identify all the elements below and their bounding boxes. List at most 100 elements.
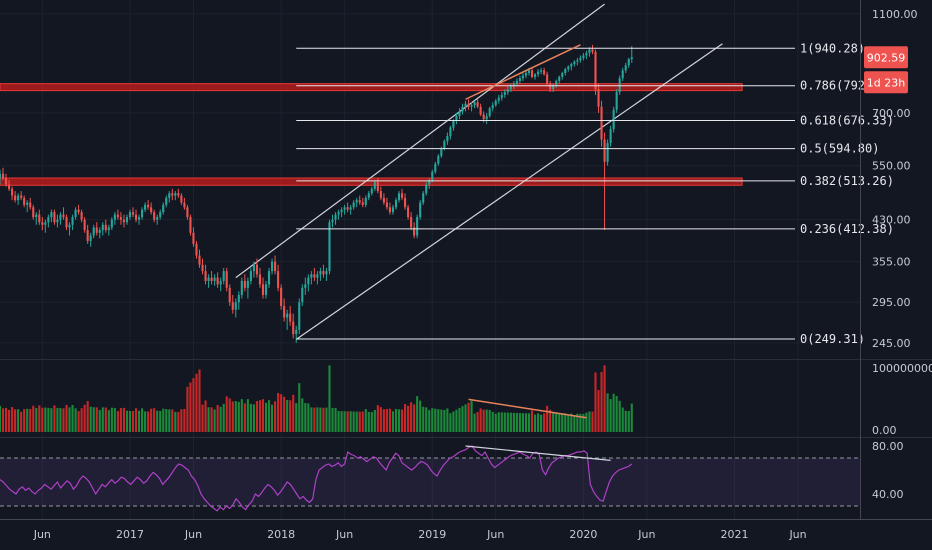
candle-body (585, 53, 588, 56)
volume-bar (325, 407, 328, 432)
channel-lower-line[interactable] (295, 43, 723, 340)
time-axis[interactable]: Jun 2017 Jun 2018 Jun 2019 Jun 2020 Jun 2021 Jun (33, 528, 807, 541)
candle-body (530, 70, 534, 77)
candle-body (349, 207, 352, 210)
candle-body (14, 195, 17, 201)
candle-body (86, 230, 89, 242)
volume-bar (56, 407, 59, 432)
candle-body (419, 202, 422, 218)
volume-bar (582, 413, 585, 432)
candle-body (38, 214, 41, 223)
candle-body (249, 271, 252, 281)
candle-body (370, 188, 373, 194)
volume-bar (20, 411, 23, 432)
candle-body (355, 200, 358, 203)
candle-body (400, 193, 404, 198)
volume-bar (80, 408, 83, 432)
candle-body (267, 271, 271, 285)
volume-tick-label: 0.00 (872, 424, 897, 437)
candle-body (503, 92, 506, 95)
candle-body (621, 70, 624, 79)
candle-body (307, 277, 310, 285)
last-price-badge: 902.59 1d 23h (864, 46, 908, 94)
volume-bar (452, 411, 455, 432)
candle-body (615, 92, 618, 110)
volume-bar (404, 403, 407, 432)
volume-bar (104, 407, 107, 432)
candle-body (316, 274, 319, 278)
last-price-badge-bg (864, 46, 908, 69)
volume-bar (165, 409, 168, 432)
volume-bar (364, 409, 367, 432)
volume-bar (379, 407, 382, 432)
candle-body (343, 207, 346, 210)
candle-body (270, 261, 274, 272)
candle-body (246, 280, 249, 288)
support-zone-1[interactable] (0, 83, 743, 92)
divergence-trend-line[interactable] (465, 44, 581, 100)
volume-bar (95, 407, 98, 432)
rsi-divergence-line[interactable] (465, 445, 611, 461)
candle-body (527, 70, 531, 73)
time-tick-label: 2018 (267, 528, 295, 541)
candle-body (325, 271, 328, 275)
candle-body (0, 173, 2, 179)
candle-body (618, 78, 621, 93)
support-zone-2[interactable] (0, 177, 743, 186)
candle-body (252, 264, 255, 272)
candle-body (237, 294, 240, 303)
volume-bar (74, 408, 77, 432)
volume-bar (322, 407, 325, 432)
volume-bar (71, 404, 74, 432)
candle-body (83, 219, 86, 231)
candle-body (122, 219, 125, 223)
candle-body (331, 219, 334, 223)
candle-body (509, 86, 512, 90)
candle-body (98, 230, 101, 233)
candle-body (594, 51, 597, 90)
candle-body (609, 129, 612, 144)
countdown-badge-bg (864, 71, 908, 94)
volume-divergence-line[interactable] (468, 398, 587, 419)
volume-bar (591, 411, 594, 432)
candle-body (500, 94, 503, 98)
candle-body (570, 64, 573, 67)
candle-body (47, 217, 50, 223)
candle-body (422, 193, 425, 203)
volume-bar (213, 409, 216, 432)
price-tick-label: 295.00 (872, 296, 911, 309)
candle-body (8, 184, 11, 189)
candle-body (258, 274, 262, 285)
price-axis[interactable]: 245.00 295.00 355.00 430.00 550.00 700.00 1100… (872, 8, 918, 350)
candle-body (488, 108, 491, 117)
candle-body (603, 139, 606, 162)
volume-bar (373, 409, 376, 432)
candle-body (144, 204, 147, 210)
volume-bar (316, 407, 319, 432)
candle-body (243, 280, 246, 288)
volume-bar (280, 394, 283, 432)
volume-bar (334, 408, 337, 432)
volume-bar (98, 410, 101, 432)
candle-body (95, 227, 98, 233)
candle-body (119, 217, 122, 220)
volume-bar (249, 403, 252, 432)
candle-body (23, 197, 26, 205)
candle-body (4, 178, 8, 185)
volume-bar (92, 407, 95, 432)
time-tick-label: Jun (486, 528, 504, 541)
candle-body (255, 264, 258, 275)
candle-body (183, 202, 186, 208)
volume-bar (331, 407, 334, 432)
candle-body (77, 209, 80, 213)
volume-bar (419, 400, 422, 432)
volume-bar (283, 396, 286, 432)
channel-upper-line[interactable] (235, 3, 605, 279)
candle-body (240, 280, 243, 295)
candle-body (150, 207, 153, 213)
rsi-axis[interactable]: 80.00 40.00 (872, 440, 904, 501)
volume-bar (328, 365, 331, 432)
